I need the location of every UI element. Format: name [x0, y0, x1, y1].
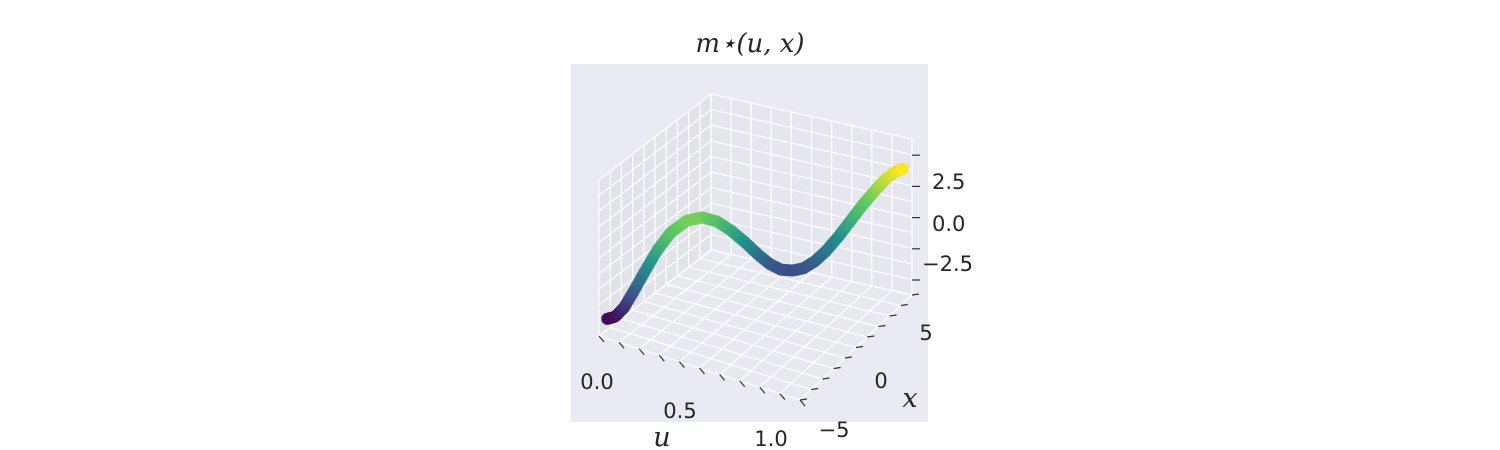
- floor-grid-line: [677, 275, 879, 328]
- x-tick-label-0: −5: [819, 418, 850, 442]
- u-tick: [779, 393, 786, 400]
- x-tick-label-1: 0: [874, 369, 887, 393]
- left-grid-line: [598, 109, 712, 197]
- x-axis-label: x: [902, 383, 917, 414]
- u-tick: [699, 367, 705, 375]
- x-tick: [855, 345, 864, 349]
- floor-grid-line: [719, 276, 832, 375]
- floor-grid-line: [688, 266, 890, 317]
- scatter-points: [601, 162, 909, 325]
- u-tick-label-1: 0.5: [663, 399, 696, 423]
- left-grid-line: [598, 155, 712, 243]
- z-tick-label-2: −2.5: [922, 252, 973, 276]
- x-tick: [889, 314, 897, 317]
- floor-grid-line: [759, 285, 873, 388]
- floor-grid-line: [654, 292, 857, 349]
- u-tick: [799, 399, 806, 407]
- u-tick: [658, 354, 665, 362]
- x-tick: [911, 293, 920, 296]
- u-tick: [598, 335, 605, 343]
- left-grid-line: [598, 124, 712, 212]
- floor-grid-line: [666, 283, 868, 338]
- x-tick: [799, 398, 808, 401]
- u-tick: [618, 342, 625, 349]
- x-tick: [811, 387, 819, 391]
- back-grid-line: [710, 171, 913, 218]
- u-tick: [638, 348, 645, 356]
- u-tick-label-2: 1.0: [754, 427, 787, 450]
- floor-grid-line: [699, 258, 901, 307]
- x-tick: [900, 303, 908, 307]
- back-grid-line: [710, 109, 913, 156]
- left-grid-line: [598, 93, 712, 181]
- x-tick: [844, 356, 852, 359]
- floor-grid-line: [779, 290, 893, 395]
- x-tick-label-2: 5: [919, 321, 932, 345]
- floor-grid-line: [739, 281, 853, 382]
- chart-title: m⋆(u, x): [695, 29, 804, 59]
- scatter-point: [897, 162, 909, 175]
- u-tick: [719, 374, 726, 381]
- x-tick: [867, 335, 875, 338]
- back-grid-line: [710, 93, 913, 140]
- left-grid-line: [598, 140, 712, 228]
- x-tick: [833, 366, 841, 370]
- axis-ticks: [598, 154, 920, 407]
- x-tick: [878, 324, 886, 328]
- z-tick-label-1: 0.0: [932, 212, 965, 236]
- x-tick: [822, 377, 830, 380]
- u-tick: [678, 361, 685, 368]
- left-grid-line: [598, 171, 712, 259]
- grid-lines: [598, 93, 913, 401]
- back-grid-line: [710, 124, 913, 171]
- u-tick: [739, 380, 746, 388]
- u-tick: [759, 386, 766, 394]
- u-tick-label-0: 0.0: [580, 370, 613, 394]
- u-axis-label: u: [653, 422, 670, 450]
- z-tick-label-0: 2.5: [932, 170, 965, 194]
